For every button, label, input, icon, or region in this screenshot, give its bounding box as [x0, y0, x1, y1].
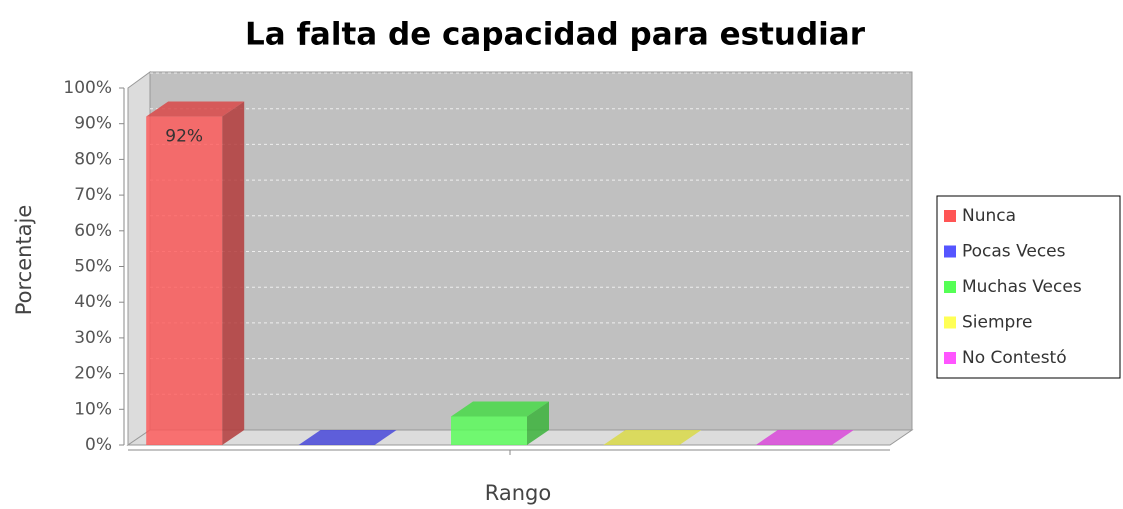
- legend: [936, 195, 1121, 379]
- y-tick-label: 60%: [74, 221, 112, 241]
- legend-swatch: [944, 316, 956, 329]
- legend-label: Pocas Veces: [962, 242, 1066, 262]
- y-axis-label: Porcentaje: [12, 205, 36, 316]
- bar-side: [222, 101, 245, 445]
- legend-label: Siempre: [962, 313, 1032, 333]
- legend-label: Muchas Veces: [962, 277, 1082, 297]
- chart-title: La falta de capacidad para estudiar: [245, 17, 866, 53]
- y-tick-label: 40%: [74, 292, 112, 312]
- legend-swatch: [944, 245, 956, 258]
- y-tick-label: 20%: [74, 364, 112, 384]
- data-label: 92%: [165, 127, 203, 147]
- y-tick-label: 100%: [63, 78, 112, 98]
- bar: [146, 116, 223, 445]
- legend-swatch: [944, 352, 956, 364]
- y-tick-label: 70%: [74, 185, 112, 205]
- y-tick-label: 0%: [85, 435, 112, 455]
- bar-top: [603, 430, 702, 445]
- legend-swatch: [944, 281, 956, 293]
- y-tick-label: 10%: [74, 399, 112, 419]
- y-tick-label: 90%: [74, 114, 112, 134]
- legend-swatch: [944, 210, 956, 222]
- bar-top: [146, 101, 245, 117]
- bar-top: [451, 401, 549, 417]
- legend-label: No Contestó: [962, 348, 1067, 368]
- x-axis-label: Rango: [485, 481, 552, 505]
- bar-top: [298, 430, 397, 445]
- bar: [451, 416, 527, 445]
- y-tick-label: 50%: [74, 257, 112, 277]
- bar-side: [527, 401, 549, 445]
- y-tick-label: 80%: [74, 149, 112, 169]
- legend-label: Nunca: [962, 206, 1016, 226]
- y-tick-label: 30%: [74, 328, 112, 348]
- bar-top: [755, 430, 854, 445]
